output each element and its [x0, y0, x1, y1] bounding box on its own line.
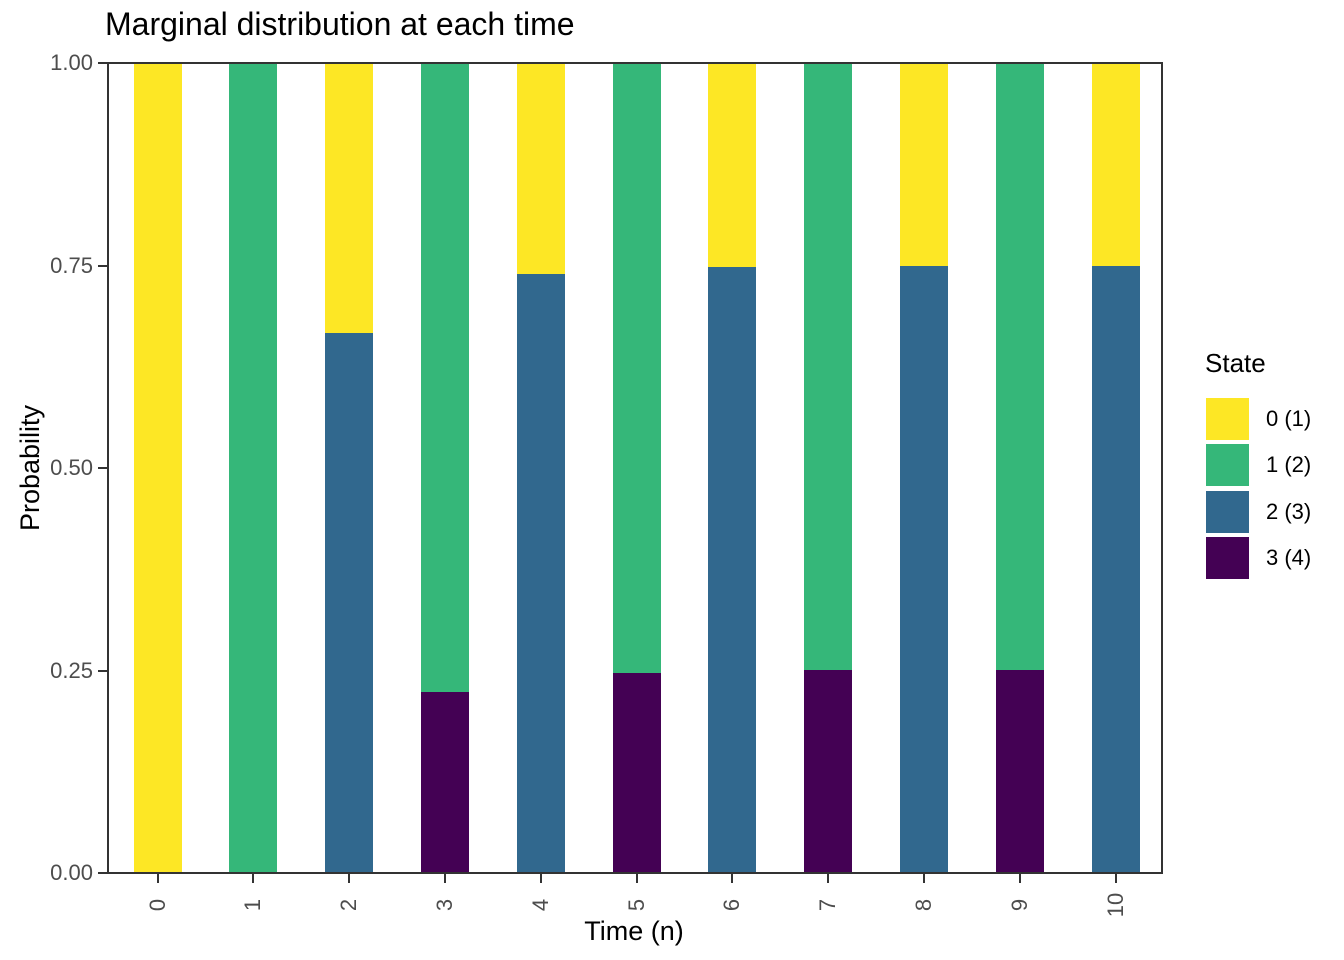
- y-axis-tick-mark: [98, 872, 107, 874]
- bar-segment: [708, 266, 757, 872]
- y-axis-tick-label: 1.00: [50, 50, 93, 75]
- plot-panel: [107, 62, 1163, 874]
- bar-segment: [325, 64, 374, 334]
- y-axis-tick-label: 0.00: [50, 860, 93, 885]
- bar-segment: [899, 266, 948, 872]
- y-axis-tick-label: 0.75: [50, 252, 93, 278]
- x-axis-tick-mark: [156, 874, 159, 883]
- y-axis-tick-label: 0.50: [50, 455, 93, 480]
- bar-segment: [516, 273, 565, 872]
- x-axis-tick-label: 7: [815, 898, 841, 912]
- legend-label: 1 (2): [1266, 452, 1312, 478]
- x-axis-tick-mark: [252, 874, 255, 883]
- bar-segment: [133, 64, 182, 872]
- legend-label: 3 (4): [1266, 545, 1312, 571]
- x-axis-tick-mark: [635, 874, 638, 883]
- bar-segment: [229, 64, 278, 872]
- x-axis-tick-mark: [539, 874, 542, 883]
- bar-segment: [804, 64, 853, 671]
- bar-segment: [420, 64, 469, 693]
- y-axis-tick-mark: [98, 467, 107, 469]
- legend-swatch: [1206, 398, 1249, 440]
- bar-segment: [1091, 266, 1140, 872]
- legend-title: State: [1205, 348, 1266, 378]
- x-axis-tick-mark: [443, 874, 446, 883]
- bar-segment: [804, 670, 853, 872]
- x-axis-tick-mark: [1018, 874, 1021, 883]
- bar-segment: [899, 64, 948, 267]
- y-axis-title: Probability: [15, 404, 45, 532]
- legend-swatch: [1206, 490, 1249, 533]
- bar-segment: [995, 64, 1044, 670]
- bar-segment: [708, 64, 757, 267]
- x-axis-tick-mark: [731, 874, 734, 883]
- chart-title: Marginal distribution at each time: [105, 6, 575, 42]
- bar-segment: [516, 64, 565, 274]
- x-axis-tick-mark: [1114, 874, 1117, 883]
- bar-segment: [325, 333, 374, 872]
- bar-segment: [420, 692, 469, 872]
- x-axis-tick-label: 10: [1102, 892, 1128, 918]
- x-axis-tick-label: 0: [144, 898, 170, 912]
- legend-swatch: [1206, 444, 1249, 487]
- bar-segment: [1091, 64, 1140, 266]
- x-axis-tick-label: 2: [336, 898, 362, 912]
- x-axis-tick-label: 3: [431, 898, 457, 912]
- legend-swatch: [1206, 537, 1249, 580]
- y-axis-tick-mark: [98, 264, 107, 267]
- x-axis-tick-mark: [827, 874, 830, 883]
- bar-segment: [612, 64, 661, 673]
- x-axis-tick-label: 8: [910, 898, 936, 912]
- x-axis-tick-mark: [348, 874, 351, 883]
- y-axis-tick-mark: [98, 669, 107, 672]
- x-axis-tick-mark: [922, 874, 925, 883]
- x-axis-title: Time (n): [584, 916, 684, 946]
- y-axis-tick-label: 0.25: [50, 657, 93, 683]
- x-axis-tick-label: 9: [1006, 898, 1032, 912]
- bar-segment: [612, 672, 661, 872]
- y-axis-tick-mark: [98, 62, 107, 64]
- bar-segment: [995, 670, 1044, 872]
- legend-label: 2 (3): [1266, 498, 1312, 524]
- legend-label: 0 (1): [1266, 406, 1312, 431]
- x-axis-tick-label: 1: [240, 898, 266, 912]
